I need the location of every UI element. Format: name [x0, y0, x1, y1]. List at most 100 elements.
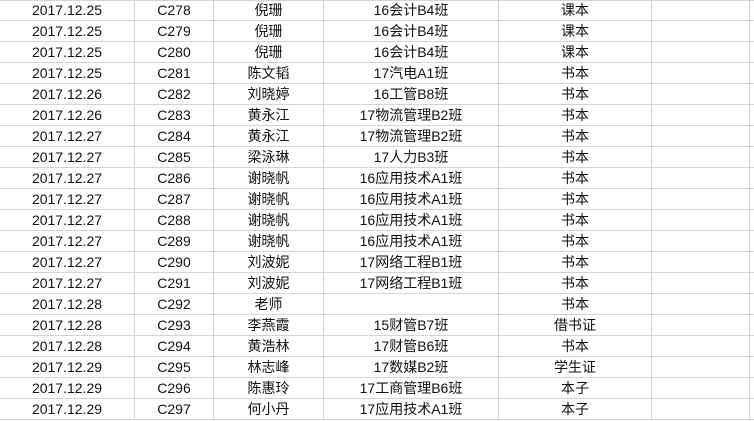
cell-code[interactable]: C295 — [135, 357, 214, 378]
cell-class[interactable]: 16会计B4班 — [324, 0, 499, 21]
cell-class[interactable]: 17财管B6班 — [324, 336, 499, 357]
cell-date[interactable]: 2017.12.27 — [0, 252, 135, 273]
cell-code[interactable]: C282 — [135, 84, 214, 105]
cell-empty2[interactable] — [750, 0, 754, 21]
cell-item[interactable]: 课本 — [499, 0, 652, 21]
cell-empty[interactable] — [652, 210, 750, 231]
cell-empty[interactable] — [652, 126, 750, 147]
cell-name[interactable]: 黄永江 — [214, 105, 324, 126]
cell-name[interactable]: 何小丹 — [214, 399, 324, 420]
cell-code[interactable]: C287 — [135, 189, 214, 210]
cell-empty2[interactable] — [750, 273, 754, 294]
cell-name[interactable]: 刘波妮 — [214, 273, 324, 294]
cell-code[interactable]: C285 — [135, 147, 214, 168]
cell-name[interactable]: 倪珊 — [214, 42, 324, 63]
cell-code[interactable]: C294 — [135, 336, 214, 357]
cell-empty[interactable] — [652, 168, 750, 189]
cell-date[interactable]: 2017.12.29 — [0, 357, 135, 378]
cell-empty2[interactable] — [750, 189, 754, 210]
cell-date[interactable]: 2017.12.28 — [0, 336, 135, 357]
cell-item[interactable]: 本子 — [499, 399, 652, 420]
cell-empty2[interactable] — [750, 336, 754, 357]
cell-empty2[interactable] — [750, 168, 754, 189]
cell-code[interactable]: C292 — [135, 294, 214, 315]
cell-date[interactable]: 2017.12.27 — [0, 273, 135, 294]
cell-code[interactable]: C290 — [135, 252, 214, 273]
cell-date[interactable]: 2017.12.28 — [0, 315, 135, 336]
cell-empty2[interactable] — [750, 42, 754, 63]
cell-name[interactable]: 谢晓帆 — [214, 189, 324, 210]
cell-item[interactable]: 书本 — [499, 231, 652, 252]
cell-code[interactable]: C291 — [135, 273, 214, 294]
cell-date[interactable]: 2017.12.27 — [0, 168, 135, 189]
cell-empty[interactable] — [652, 378, 750, 399]
cell-code[interactable]: C283 — [135, 105, 214, 126]
cell-name[interactable]: 刘晓婷 — [214, 84, 324, 105]
cell-class[interactable]: 16应用技术A1班 — [324, 231, 499, 252]
cell-empty2[interactable] — [750, 63, 754, 84]
cell-empty2[interactable] — [750, 21, 754, 42]
cell-class[interactable]: 16会计B4班 — [324, 42, 499, 63]
cell-empty2[interactable] — [750, 147, 754, 168]
cell-class[interactable]: 17工商管理B6班 — [324, 378, 499, 399]
cell-empty[interactable] — [652, 105, 750, 126]
cell-name[interactable]: 老师 — [214, 294, 324, 315]
cell-item[interactable]: 书本 — [499, 294, 652, 315]
cell-date[interactable]: 2017.12.25 — [0, 42, 135, 63]
cell-code[interactable]: C296 — [135, 378, 214, 399]
cell-name[interactable]: 倪珊 — [214, 0, 324, 21]
cell-empty2[interactable] — [750, 252, 754, 273]
cell-item[interactable]: 书本 — [499, 84, 652, 105]
cell-empty2[interactable] — [750, 105, 754, 126]
cell-class[interactable]: 16应用技术A1班 — [324, 168, 499, 189]
cell-date[interactable]: 2017.12.25 — [0, 0, 135, 21]
cell-code[interactable]: C286 — [135, 168, 214, 189]
cell-class[interactable]: 16工管B8班 — [324, 84, 499, 105]
cell-name[interactable]: 黄浩林 — [214, 336, 324, 357]
cell-date[interactable]: 2017.12.26 — [0, 84, 135, 105]
cell-date[interactable]: 2017.12.27 — [0, 210, 135, 231]
cell-empty[interactable] — [652, 294, 750, 315]
cell-date[interactable]: 2017.12.29 — [0, 378, 135, 399]
cell-class[interactable]: 17应用技术A1班 — [324, 399, 499, 420]
cell-item[interactable]: 课本 — [499, 21, 652, 42]
cell-item[interactable]: 书本 — [499, 336, 652, 357]
cell-code[interactable]: C281 — [135, 63, 214, 84]
cell-item[interactable]: 学生证 — [499, 357, 652, 378]
cell-name[interactable]: 陈文韬 — [214, 63, 324, 84]
cell-empty2[interactable] — [750, 315, 754, 336]
cell-empty2[interactable] — [750, 399, 754, 420]
cell-code[interactable]: C297 — [135, 399, 214, 420]
cell-class[interactable] — [324, 294, 499, 315]
cell-empty[interactable] — [652, 273, 750, 294]
cell-code[interactable]: C279 — [135, 21, 214, 42]
cell-name[interactable]: 谢晓帆 — [214, 210, 324, 231]
cell-empty[interactable] — [652, 42, 750, 63]
cell-date[interactable]: 2017.12.25 — [0, 63, 135, 84]
cell-item[interactable]: 书本 — [499, 273, 652, 294]
cell-date[interactable]: 2017.12.29 — [0, 399, 135, 420]
cell-code[interactable]: C293 — [135, 315, 214, 336]
cell-name[interactable]: 谢晓帆 — [214, 168, 324, 189]
cell-empty2[interactable] — [750, 84, 754, 105]
cell-class[interactable]: 17网络工程B1班 — [324, 273, 499, 294]
cell-item[interactable]: 书本 — [499, 105, 652, 126]
cell-code[interactable]: C280 — [135, 42, 214, 63]
cell-date[interactable]: 2017.12.27 — [0, 147, 135, 168]
cell-item[interactable]: 书本 — [499, 147, 652, 168]
cell-name[interactable]: 倪珊 — [214, 21, 324, 42]
cell-name[interactable]: 林志峰 — [214, 357, 324, 378]
cell-name[interactable]: 陈惠玲 — [214, 378, 324, 399]
cell-empty[interactable] — [652, 0, 750, 21]
cell-item[interactable]: 书本 — [499, 63, 652, 84]
cell-class[interactable]: 17汽电A1班 — [324, 63, 499, 84]
cell-code[interactable]: C278 — [135, 0, 214, 21]
cell-empty[interactable] — [652, 147, 750, 168]
cell-date[interactable]: 2017.12.28 — [0, 294, 135, 315]
cell-empty[interactable] — [652, 357, 750, 378]
cell-empty[interactable] — [652, 231, 750, 252]
cell-empty2[interactable] — [750, 231, 754, 252]
cell-date[interactable]: 2017.12.27 — [0, 189, 135, 210]
cell-empty[interactable] — [652, 84, 750, 105]
cell-code[interactable]: C289 — [135, 231, 214, 252]
